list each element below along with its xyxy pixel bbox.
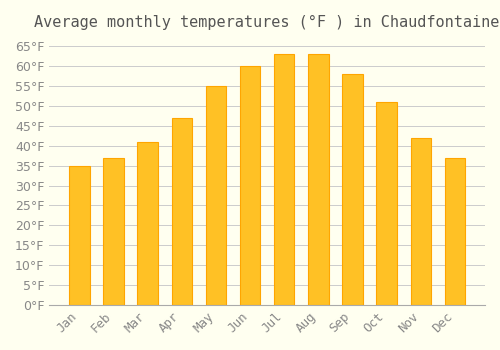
Bar: [308, 54, 328, 305]
Bar: [376, 102, 397, 305]
Bar: [274, 54, 294, 305]
Bar: [240, 66, 260, 305]
Bar: [444, 158, 465, 305]
Bar: [342, 74, 363, 305]
Bar: [104, 158, 124, 305]
Bar: [410, 138, 431, 305]
Bar: [69, 166, 89, 305]
Bar: [172, 118, 192, 305]
Title: Average monthly temperatures (°F ) in Chaudfontaine: Average monthly temperatures (°F ) in Ch…: [34, 15, 500, 30]
Bar: [138, 142, 158, 305]
Bar: [206, 86, 226, 305]
